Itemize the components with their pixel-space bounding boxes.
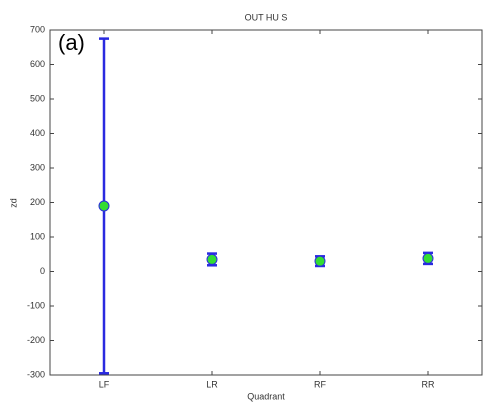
y-tick-label: 500 xyxy=(30,93,45,103)
y-tick-label: 700 xyxy=(30,24,45,34)
x-tick-label: RR xyxy=(422,379,435,389)
y-tick-label: 600 xyxy=(30,59,45,69)
chart-title: OUT HU S xyxy=(245,12,288,22)
y-tick-label: -200 xyxy=(27,335,45,345)
x-tick-label: LR xyxy=(206,379,218,389)
y-tick-label: 300 xyxy=(30,162,45,172)
y-tick-label: -100 xyxy=(27,300,45,310)
marker xyxy=(206,253,218,265)
y-tick-label: 0 xyxy=(40,266,45,276)
y-axis-label: zd xyxy=(8,198,18,208)
y-tick-label: -300 xyxy=(27,369,45,379)
y-tick-label: 100 xyxy=(30,231,45,241)
x-tick-label: RF xyxy=(314,379,326,389)
y-tick-label: 400 xyxy=(30,128,45,138)
x-axis-label: Quadrant xyxy=(247,391,285,401)
marker xyxy=(98,200,110,212)
x-tick-label: LF xyxy=(99,379,110,389)
y-tick-label: 200 xyxy=(30,197,45,207)
marker xyxy=(422,252,434,264)
annotation: (a) xyxy=(58,30,85,55)
plot-frame xyxy=(49,29,483,376)
marker xyxy=(314,255,326,267)
